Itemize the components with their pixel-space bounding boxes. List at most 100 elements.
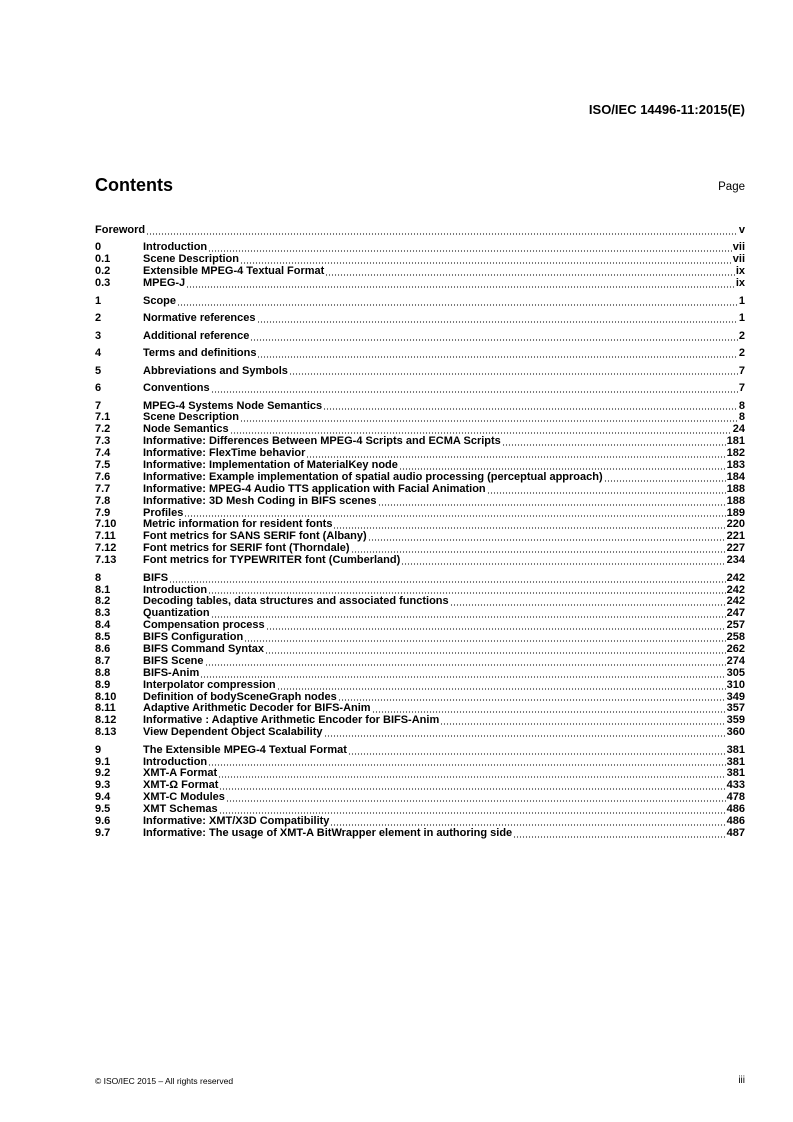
toc-entry-page: 258 (726, 631, 745, 644)
toc-entry[interactable]: 7.13 Font metrics for TYPEWRITER font (Cu… (95, 554, 745, 567)
toc-entry-page: 7 (738, 364, 745, 377)
toc-entry[interactable]: 0 Introduction vii (95, 242, 745, 254)
toc-entry-number: 8.11 (95, 702, 116, 715)
toc-entry-page: vii (732, 253, 745, 266)
toc-entry[interactable]: 7.3 Informative: Differences Between MPEG… (95, 435, 745, 448)
toc-entry[interactable]: 8.7 BIFS Scene 274 (95, 655, 745, 668)
toc-entry-page: 188 (726, 482, 745, 495)
toc-entry-page: 310 (726, 678, 745, 691)
dot-leader (177, 303, 738, 306)
toc-entry[interactable]: 7.12 Font metrics for SERIF font (Thornda… (95, 542, 745, 555)
toc-entry[interactable]: 2 Normative references 1 (95, 312, 745, 325)
toc-entry[interactable]: 9 The Extensible MPEG-4 Textual Format 381 (95, 743, 745, 757)
toc-entry[interactable]: 4 Terms and definitions 2 (95, 347, 745, 360)
dot-leader (276, 687, 726, 690)
toc-entry-number: 9 (95, 743, 102, 756)
dot-leader (350, 551, 726, 554)
toc-entry-page: 257 (726, 619, 745, 632)
toc-entry[interactable]: 9.4 XMT-C Modules 478 (95, 791, 745, 804)
toc-entry-page: 242 (726, 571, 745, 584)
toc-entry-number: 5 (95, 364, 102, 377)
toc-entry-page: 188 (726, 494, 745, 507)
toc-entry-number: 8.4 (95, 619, 111, 632)
toc-entry[interactable]: 8.9 Interpolator compression 310 (95, 678, 745, 692)
table-of-contents: Foreword v 0 Introduction vii 0.1 Scene Descri… (95, 224, 745, 845)
toc-group: 0 Introduction vii 0.1 Scene Description vii 0… (95, 242, 745, 290)
toc-entry[interactable]: 7.11 Font metrics for SANS SERIF font (Al… (95, 530, 745, 543)
toc-entry-title: XMT-C Modules (143, 791, 225, 804)
dot-leader (184, 515, 726, 518)
toc-entry-page: 2 (738, 347, 745, 360)
toc-entry-page: 360 (726, 726, 745, 739)
dot-leader (256, 321, 738, 324)
toc-entry[interactable]: 8 BIFS 242 (95, 571, 745, 585)
toc-entry-page: 381 (726, 755, 745, 768)
toc-entry-number: 7.5 (95, 459, 111, 471)
toc-entry[interactable]: 7.2 Node Semantics 24 (95, 423, 745, 436)
toc-entry[interactable]: 0.2 Extensible MPEG-4 Textual Format ix (95, 265, 745, 278)
toc-entry-number: 9.7 (95, 826, 111, 839)
toc-entry[interactable]: 7.4 Informative: FlexTime behavior 182 (95, 447, 745, 460)
toc-entry-number: 7.1 (95, 411, 111, 424)
toc-entry[interactable]: 9.1 Introduction 381 (95, 755, 745, 769)
toc-entry-page: 381 (726, 743, 745, 756)
dot-leader (210, 616, 726, 619)
toc-entry[interactable]: 0.3 MPEG-J ix (95, 277, 745, 290)
toc-entry[interactable]: 9.7 Informative: The usage of XMT-A BitWr… (95, 826, 745, 840)
toc-entry[interactable]: 1 Scope 1 (95, 294, 745, 308)
toc-entry-number: 8.5 (95, 631, 111, 644)
toc-entry[interactable]: 8.8 BIFS-Anim 305 (95, 667, 745, 680)
toc-entry[interactable]: 7.7 Informative: MPEG-4 Audio TTS applica… (95, 482, 745, 496)
toc-entry-page: 1 (738, 294, 745, 307)
toc-entry-number: 8.9 (95, 678, 111, 691)
toc-entry[interactable]: 5 Abbreviations and Symbols 7 (95, 364, 745, 378)
dot-leader (440, 723, 726, 726)
toc-entry[interactable]: 9.5 XMT Schemas 486 (95, 803, 745, 816)
toc-entry-number: 7.7 (95, 482, 111, 495)
toc-entry[interactable]: 8.13 View Dependent Object Scalability 360 (95, 726, 745, 739)
dot-leader (265, 628, 726, 631)
toc-entry[interactable]: 8.4 Compensation process 257 (95, 619, 745, 632)
toc-entry[interactable]: 8.2 Decoding tables, data structures and … (95, 595, 745, 608)
toc-entry-number: 8.3 (95, 607, 111, 620)
toc-entry[interactable]: 7.1 Scene Description 8 (95, 412, 745, 424)
toc-entry-page: ix (735, 265, 745, 278)
dot-leader (169, 580, 726, 583)
toc-entry[interactable]: 3 Additional reference 2 (95, 330, 745, 343)
dot-leader (449, 604, 726, 607)
toc-entry[interactable]: 8.5 BIFS Configuration 258 (95, 631, 745, 644)
toc-group: 4 Terms and definitions 2 (95, 347, 745, 360)
toc-entry-page: 189 (726, 506, 745, 519)
footer-page-number: iii (738, 1075, 745, 1086)
toc-entry[interactable]: Foreword v (95, 224, 745, 237)
toc-entry[interactable]: 8.11 Adaptive Arithmetic Decoder for BIFS… (95, 703, 745, 715)
toc-entry[interactable]: 8.6 BIFS Command Syntax 262 (95, 643, 745, 656)
toc-entry-number: 8.10 (95, 690, 117, 703)
toc-entry[interactable]: 6 Conventions 7 (95, 382, 745, 395)
toc-entry[interactable]: 8.12 Informative : Adaptive Arithmetic En… (95, 714, 745, 727)
toc-entry[interactable]: 7.6 Informative: Example implementation o… (95, 471, 745, 484)
toc-entry-title: Scene Description (143, 253, 239, 266)
dot-leader (306, 456, 726, 458)
toc-entry-title: Font metrics for SERIF font (Thorndale) (143, 542, 350, 555)
toc-entry-page: 487 (726, 826, 745, 839)
toc-entry[interactable]: 8.3 Quantization 247 (95, 607, 745, 620)
toc-entry[interactable]: 7 MPEG-4 Systems Node Semantics 8 (95, 400, 745, 413)
toc-entry-page: 7 (738, 382, 745, 395)
toc-entry-title: Introduction (143, 241, 208, 254)
toc-entry[interactable]: 8.10 Definition of bodySceneGraph nodes 34… (95, 690, 745, 704)
toc-entry[interactable]: 7.10 Metric information for resident font… (95, 519, 745, 531)
toc-entry-title: XMT-Ω Format (143, 779, 219, 792)
toc-entry-page: 24 (732, 423, 745, 436)
toc-entry[interactable]: 8.1 Introduction 242 (95, 584, 745, 597)
toc-entry[interactable]: 9.2 XMT-A Format 381 (95, 768, 745, 780)
toc-entry[interactable]: 7.8 Informative: 3D Mesh Coding in BIFS s… (95, 494, 745, 508)
toc-entry[interactable]: 0.1 Scene Description vii (95, 253, 745, 266)
toc-entry[interactable]: 7.9 Profiles 189 (95, 506, 745, 520)
toc-entry-title: XMT Schemas (143, 803, 218, 816)
toc-entry[interactable]: 9.3 XMT-Ω Format 433 (95, 779, 745, 792)
toc-entry-title: Informative : Adaptive Arithmetic Encode… (143, 714, 440, 727)
toc-entry[interactable]: 7.5 Informative: Implementation of Materi… (95, 459, 745, 472)
toc-entry-number: 0.1 (95, 253, 111, 266)
toc-entry[interactable]: 9.6 Informative: XMT/X3D Compatibility 486 (95, 815, 745, 828)
